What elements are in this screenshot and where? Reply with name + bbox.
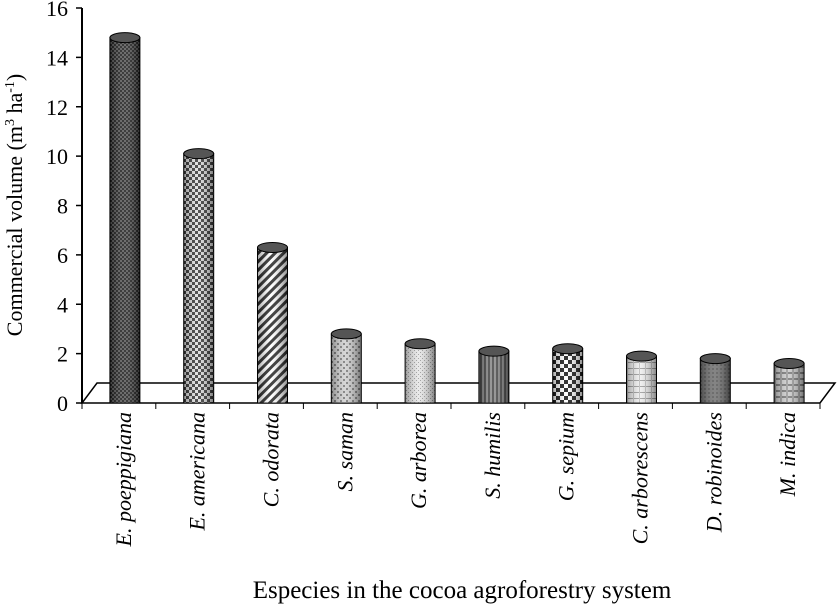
bar-5: [404, 338, 436, 404]
x-tick-label: C. odorata: [259, 412, 284, 507]
bar-shading: [774, 363, 805, 403]
bar-1: [109, 32, 141, 404]
x-tick-label: S. saman: [332, 412, 357, 491]
x-tick-label: G. sepium: [554, 412, 579, 501]
y-tick-label: 16: [46, 0, 68, 21]
x-tick-label: D. robinoides: [701, 412, 726, 533]
bar-shading: [183, 153, 214, 403]
y-ticks: 0 2 4 6 8 10 12 14 16: [46, 0, 82, 416]
x-tick-label: E. americana: [185, 412, 210, 532]
y-tick-label: 2: [57, 342, 68, 367]
bar-shading: [700, 358, 731, 403]
bar-10: [773, 358, 805, 404]
bar-top: [699, 353, 731, 365]
y-axis-label: Commercial volume (m3 ha-1): [2, 74, 27, 336]
x-tick-label: G. arborea: [406, 412, 431, 509]
bar-2: [183, 148, 215, 404]
bar-top: [404, 338, 436, 350]
bar-shading: [331, 333, 362, 403]
x-tick-label: E. poeppigiana: [111, 412, 136, 547]
bar-top: [330, 328, 362, 340]
bar-top: [773, 358, 805, 369]
bar-8: [626, 350, 657, 404]
bar-shading: [478, 351, 509, 403]
y-tick-label: 12: [46, 95, 68, 120]
x-tick-label: M. indica: [775, 412, 800, 497]
bar-top: [552, 343, 584, 355]
bar-shading: [405, 343, 436, 403]
bar-top: [626, 350, 657, 362]
bar-shading: [109, 37, 140, 403]
x-tick-label: C. arborescens: [628, 412, 653, 544]
x-ticks: [81, 403, 821, 409]
bars-group: [109, 32, 805, 404]
bar-4: [330, 328, 362, 404]
y-tick-label: 4: [57, 292, 68, 317]
y-tick-label: 14: [46, 45, 68, 70]
bar-shading: [552, 348, 583, 403]
bar-7: [552, 343, 584, 404]
x-tick-label: S. humilis: [480, 412, 505, 499]
x-axis-label: Especies in the cocoa agroforestry syste…: [253, 577, 672, 604]
bar-top: [257, 241, 288, 253]
bar-9: [699, 353, 731, 404]
y-tick-label: 6: [57, 243, 68, 268]
bar-3: [257, 241, 288, 404]
bar-6: [478, 345, 510, 404]
bar-top: [478, 345, 510, 357]
y-tick-label: 8: [57, 194, 68, 219]
x-tick-labels: E. poeppigiana E. americana C. odorata S. s…: [111, 412, 800, 547]
bar-top: [183, 148, 215, 160]
y-tick-label: 0: [57, 391, 68, 416]
y-tick-label: 10: [46, 144, 68, 169]
bar-shading: [626, 356, 657, 403]
bar-shading: [257, 247, 288, 403]
bar-top: [109, 32, 141, 44]
